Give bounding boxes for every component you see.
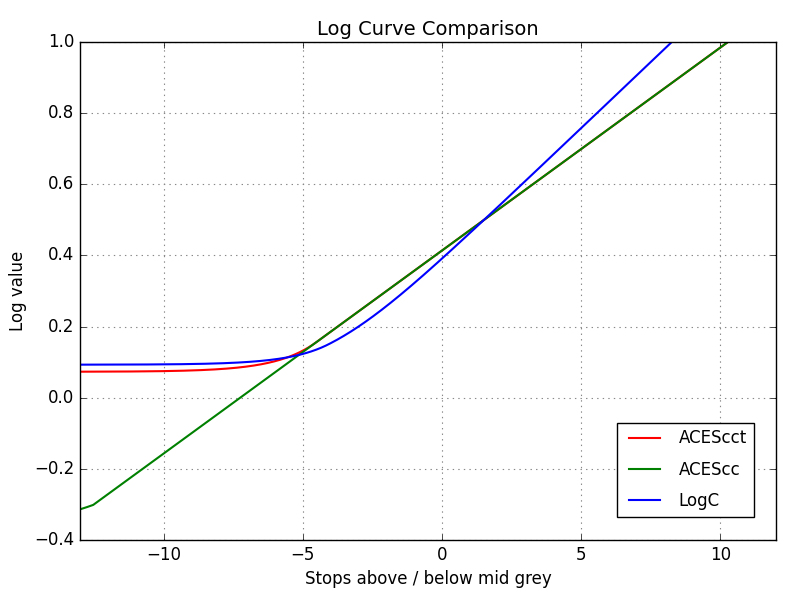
Title: Log Curve Comparison: Log Curve Comparison [317,20,539,39]
ACEScct [196,367,206,374]
ACEScct [758,13,767,20]
ACEScc [758,13,767,20]
LogC [75,361,85,368]
ACEScc [75,506,85,513]
ACEScct [372,294,382,301]
ACEScct [342,316,352,323]
Y-axis label: Log value: Log value [10,251,27,331]
Line: ACEScc: ACEScc [80,7,776,509]
ACEScc [771,4,781,11]
Line: LogC: LogC [80,0,776,365]
ACEScc [154,453,164,460]
Line: ACEScct: ACEScct [80,7,776,371]
LogC [372,310,382,317]
ACEScc [196,423,206,430]
X-axis label: Stops above / below mid grey: Stops above / below mid grey [305,571,551,589]
LogC [154,361,164,368]
LogC [342,331,352,338]
ACEScct [682,68,692,75]
Legend: ACEScct, ACEScc, LogC: ACEScct, ACEScc, LogC [617,423,754,517]
ACEScc [342,316,352,323]
LogC [682,23,692,31]
ACEScc [372,294,382,301]
ACEScct [75,368,85,375]
ACEScct [154,368,164,375]
ACEScct [771,4,781,11]
ACEScc [682,68,692,75]
LogC [196,360,206,367]
